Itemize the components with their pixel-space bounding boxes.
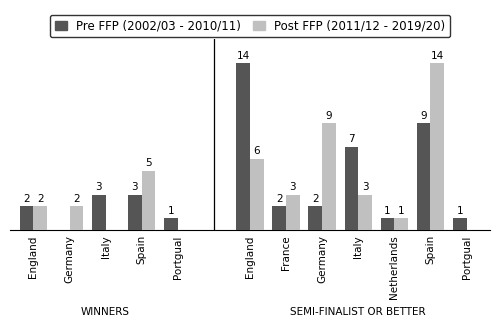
Text: 5: 5: [146, 158, 152, 168]
Text: 2: 2: [312, 194, 318, 204]
Bar: [453, 218, 466, 230]
Bar: [34, 207, 47, 230]
Text: 2: 2: [276, 194, 282, 204]
Bar: [236, 63, 250, 230]
Bar: [358, 194, 372, 230]
Text: 1: 1: [456, 206, 463, 216]
Legend: Pre FFP (2002/03 - 2010/11), Post FFP (2011/12 - 2019/20): Pre FFP (2002/03 - 2010/11), Post FFP (2…: [50, 15, 450, 37]
Bar: [128, 194, 141, 230]
Bar: [308, 207, 322, 230]
Text: 3: 3: [290, 182, 296, 192]
Text: 3: 3: [132, 182, 138, 192]
Bar: [70, 207, 84, 230]
Bar: [416, 123, 430, 230]
Text: SEMI-FINALIST OR BETTER: SEMI-FINALIST OR BETTER: [290, 307, 426, 317]
Text: 2: 2: [37, 194, 44, 204]
Bar: [250, 159, 264, 230]
Text: 7: 7: [348, 135, 354, 144]
Bar: [430, 63, 444, 230]
Bar: [380, 218, 394, 230]
Text: 1: 1: [398, 206, 404, 216]
Bar: [322, 123, 336, 230]
Bar: [164, 218, 178, 230]
Bar: [394, 218, 408, 230]
Bar: [20, 207, 34, 230]
Text: 2: 2: [73, 194, 80, 204]
Text: 1: 1: [384, 206, 391, 216]
Text: 9: 9: [326, 111, 332, 121]
Text: 3: 3: [362, 182, 368, 192]
Text: 14: 14: [430, 51, 444, 61]
Text: 3: 3: [96, 182, 102, 192]
Text: 2: 2: [24, 194, 30, 204]
Text: WINNERS: WINNERS: [81, 307, 130, 317]
Bar: [142, 171, 156, 230]
Text: 9: 9: [420, 111, 427, 121]
Bar: [286, 194, 300, 230]
Bar: [92, 194, 106, 230]
Bar: [344, 147, 358, 230]
Text: 6: 6: [254, 146, 260, 156]
Text: 14: 14: [236, 51, 250, 61]
Text: 1: 1: [168, 206, 174, 216]
Bar: [272, 207, 286, 230]
